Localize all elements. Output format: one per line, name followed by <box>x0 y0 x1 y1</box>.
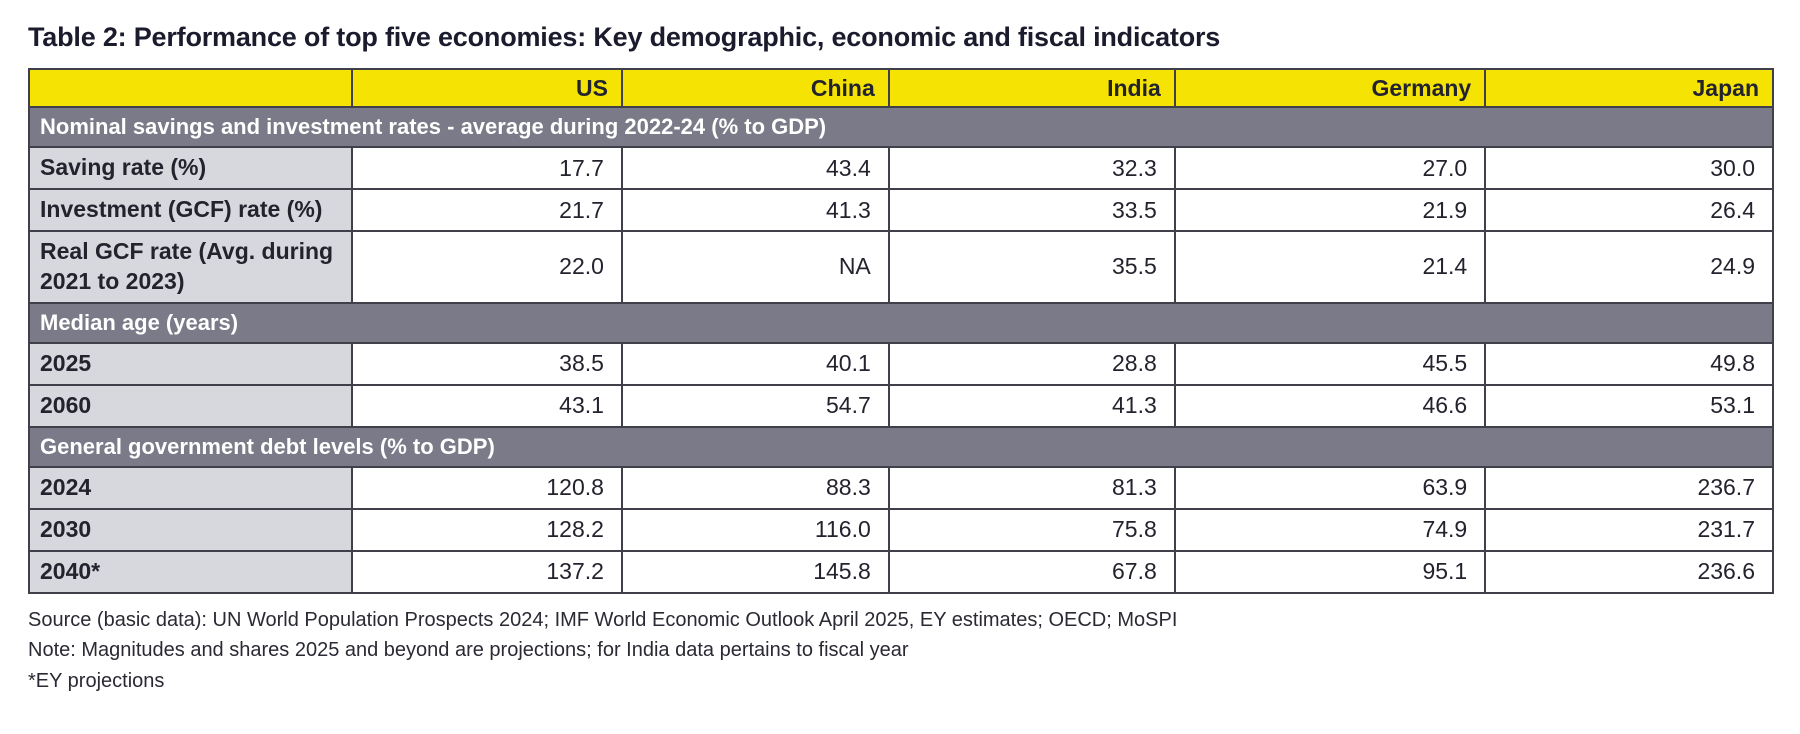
row-label: 2030 <box>28 507 353 552</box>
table-row: 2025 38.5 40.1 28.8 45.5 49.8 <box>28 341 1774 386</box>
source-note: Source (basic data): UN World Population… <box>28 608 1178 631</box>
table-row: 2040* 137.2 145.8 67.8 95.1 236.6 <box>28 549 1774 594</box>
row-label: Real GCF rate (Avg. during 2021 to 2023) <box>28 230 353 304</box>
row-label: 2060 <box>28 383 353 428</box>
row-label: 2025 <box>28 341 353 386</box>
row-label: Investment (GCF) rate (%) <box>28 188 353 232</box>
value-cell-us: 128.2 <box>350 507 623 552</box>
value-cell-india: 35.5 <box>887 230 1176 304</box>
value-cell-china: 41.3 <box>620 188 890 232</box>
value-cell-india: 28.8 <box>887 341 1176 386</box>
table-row: 2024 120.8 88.3 81.3 63.9 236.7 <box>28 465 1774 510</box>
value-cell-us: 22.0 <box>350 230 623 304</box>
column-header-china: China <box>620 68 890 108</box>
value-cell-us: 17.7 <box>350 146 623 190</box>
table-body: Nominal savings and investment rates - a… <box>28 106 1774 594</box>
section-header: Nominal savings and investment rates - a… <box>28 106 1774 148</box>
value-cell-germany: 63.9 <box>1173 465 1487 510</box>
value-cell-germany: 74.9 <box>1173 507 1487 552</box>
value-cell-india: 41.3 <box>887 383 1176 428</box>
value-cell-us: 137.2 <box>350 549 623 594</box>
ey-projections-note: *EY projections <box>28 669 165 692</box>
table-row: 2060 43.1 54.7 41.3 46.6 53.1 <box>28 383 1774 428</box>
header-row: US China India Germany Japan <box>28 68 1774 108</box>
projections-note: Note: Magnitudes and shares 2025 and bey… <box>28 639 909 662</box>
column-header-india: India <box>887 68 1176 108</box>
value-cell-china: 116.0 <box>620 507 890 552</box>
value-cell-japan: 231.7 <box>1484 507 1774 552</box>
row-label: 2040* <box>28 549 353 594</box>
value-cell-india: 32.3 <box>887 146 1176 190</box>
value-cell-india: 81.3 <box>887 465 1176 510</box>
section-header: General government debt levels (% to GDP… <box>28 425 1774 468</box>
section-row-2: General government debt levels (% to GDP… <box>28 425 1774 468</box>
value-cell-china: 54.7 <box>620 383 890 428</box>
value-cell-japan: 26.4 <box>1484 188 1774 232</box>
section-row-0: Nominal savings and investment rates - a… <box>28 106 1774 148</box>
table-row: Investment (GCF) rate (%) 21.7 41.3 33.5 21.… <box>28 188 1774 232</box>
table-row: 2030 128.2 116.0 75.8 74.9 231.7 <box>28 507 1774 552</box>
value-cell-us: 38.5 <box>350 341 623 386</box>
section-row-1: Median age (years) <box>28 301 1774 344</box>
value-cell-germany: 21.9 <box>1173 188 1487 232</box>
section-header: Median age (years) <box>28 301 1774 344</box>
value-cell-india: 75.8 <box>887 507 1176 552</box>
value-cell-japan: 236.6 <box>1484 549 1774 594</box>
value-cell-china: 43.4 <box>620 146 890 190</box>
value-cell-japan: 24.9 <box>1484 230 1774 304</box>
value-cell-germany: 45.5 <box>1173 341 1487 386</box>
value-cell-us: 21.7 <box>350 188 623 232</box>
value-cell-germany: 95.1 <box>1173 549 1487 594</box>
value-cell-germany: 27.0 <box>1173 146 1487 190</box>
value-cell-us: 120.8 <box>350 465 623 510</box>
row-label: Saving rate (%) <box>28 146 353 190</box>
value-cell-germany: 21.4 <box>1173 230 1487 304</box>
corner-cell <box>28 68 353 108</box>
report-page: Table 2: Performance of top five economi… <box>28 22 1774 694</box>
column-header-us: US <box>350 68 623 108</box>
table-header: US China India Germany Japan <box>28 68 1774 108</box>
value-cell-india: 33.5 <box>887 188 1176 232</box>
value-cell-us: 43.1 <box>350 383 623 428</box>
value-cell-japan: 236.7 <box>1484 465 1774 510</box>
value-cell-china: NA <box>620 230 890 304</box>
value-cell-china: 88.3 <box>620 465 890 510</box>
value-cell-japan: 30.0 <box>1484 146 1774 190</box>
column-header-japan: Japan <box>1484 68 1774 108</box>
value-cell-china: 145.8 <box>620 549 890 594</box>
footnotes: Source (basic data): UN World Population… <box>28 607 1772 694</box>
value-cell-china: 40.1 <box>620 341 890 386</box>
value-cell-japan: 53.1 <box>1484 383 1774 428</box>
value-cell-india: 67.8 <box>887 549 1176 594</box>
column-header-germany: Germany <box>1173 68 1487 108</box>
table-row: Saving rate (%) 17.7 43.4 32.3 27.0 30.0 <box>28 146 1774 190</box>
value-cell-japan: 49.8 <box>1484 341 1774 386</box>
row-label: 2024 <box>28 465 353 510</box>
value-cell-germany: 46.6 <box>1173 383 1487 428</box>
table-title: Table 2: Performance of top five economi… <box>28 22 1221 52</box>
economies-indicators-table: US China India Germany Japan Nominal savings… <box>28 68 1774 594</box>
table-row: Real GCF rate (Avg. during 2021 to 2023)… <box>28 230 1774 304</box>
